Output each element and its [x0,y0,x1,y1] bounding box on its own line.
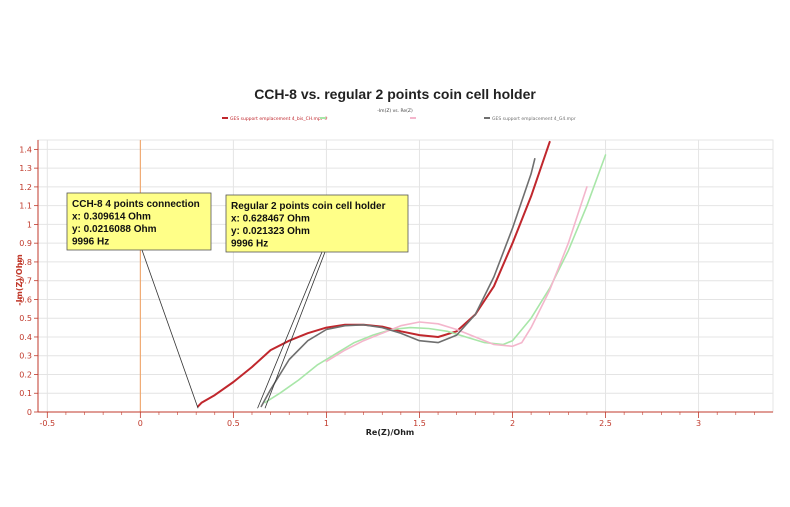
annotation-text: 9996 Hz [231,239,268,250]
chart-subtitle: -Im(Z) vs. Re(Z) [377,108,413,114]
annotation-text: CCH-8 4 points connection [72,199,200,210]
annotation-text: x: 0.628467 Ohm [231,214,310,225]
annotation-text: y: 0.0216088 Ohm [72,224,157,235]
y-tick-label: 1.1 [19,202,32,211]
y-tick-label: 0.7 [19,277,32,286]
chart-title: CCH-8 vs. regular 2 points coin cell hol… [254,86,536,102]
x-tick-label: 1 [324,419,329,428]
series-line-2 [264,154,607,404]
legend: GES support emplacement 4_bis_CH.mpr # GE… [222,116,576,122]
x-tick-label: 0 [138,419,143,428]
annotation-text: Regular 2 points coin cell holder [231,201,386,212]
y-tick-label: 0.5 [19,314,32,323]
x-axis-label: Re(Z)/Ohm [366,428,414,437]
series-line-3 [325,186,588,363]
y-tick-label: 1.3 [19,164,32,173]
y-tick-label: 1 [27,220,32,229]
y-tick-label: 0 [27,408,32,417]
series-line-4 [260,158,536,408]
x-tick-label: 3 [696,419,701,428]
annotation-box [66,192,212,251]
annotation-box [225,194,409,253]
plot-frame [37,139,774,413]
y-axis-label: -Im(Z)/Ohm [15,254,24,306]
grid [37,139,774,413]
series-line-1 [197,140,551,408]
annotation-text: 9996 Hz [72,237,109,248]
annotation-text: x: 0.309614 Ohm [72,212,151,223]
x-tick-label: 2.5 [599,419,612,428]
annotation-text: y: 0.021323 Ohm [231,226,310,237]
y-tick-label: 1.2 [19,183,32,192]
x-tick-label: 0.5 [227,419,240,428]
y-tick-label: 1.4 [19,145,32,154]
x-tick-label: 2 [510,419,515,428]
y-tick-label: 0.3 [19,352,32,361]
x-tick-label: 1.5 [413,419,426,428]
annotations: CCH-8 4 points connection x: 0.309614 Ohm… [66,192,409,409]
annotation-leader [141,249,199,409]
legend-entry: GES support emplacement 4_bis_CH.mpr # [230,116,328,122]
x-tick-label: -0.5 [39,419,55,428]
y-tick-label: 0.1 [19,389,32,398]
y-tick-label: 0.9 [19,239,32,248]
series-group [197,140,607,408]
y-tick-label: 0.2 [19,370,32,379]
annotation-leader [264,251,326,409]
y-tick-label: 0.4 [19,333,32,342]
y-tick-label: 0.6 [19,295,32,304]
legend-entry: GES support emplacement 4_G4.mpr [492,116,576,122]
axes: -0.5 0 0.5 1 1.5 2 2.5 3 0 0.1 0.2 0.3 0.4 0.5 0.6 0.7 0… [19,140,773,428]
y-tick-label: 0.8 [19,258,32,267]
annotation-leader [257,251,323,409]
